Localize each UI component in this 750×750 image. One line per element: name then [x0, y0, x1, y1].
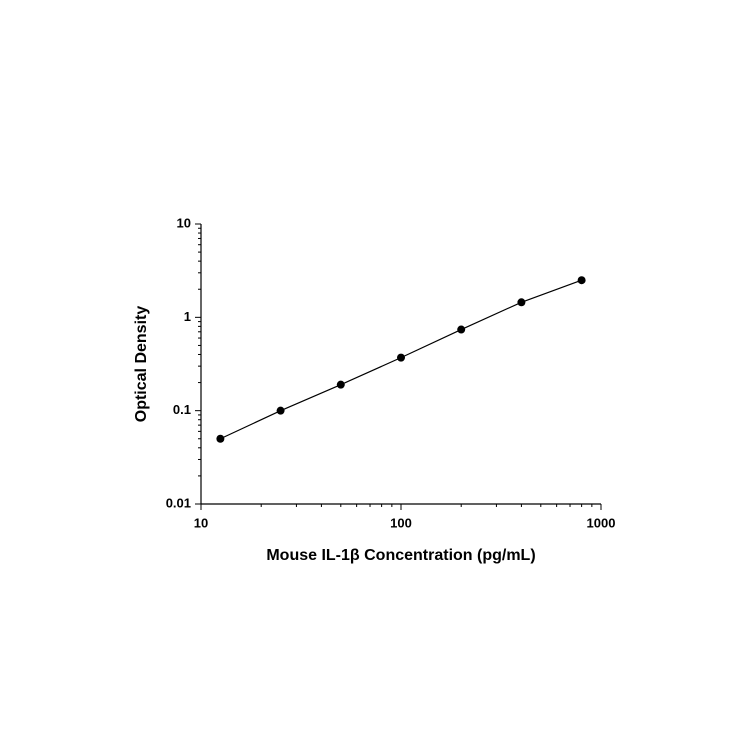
point [397, 353, 405, 362]
point [517, 298, 526, 307]
point [577, 276, 586, 285]
point [216, 434, 225, 443]
y-tick-label: 1 [184, 309, 191, 324]
point [276, 406, 285, 415]
y-tick-label: 10 [177, 215, 191, 230]
x-tick-label: 1000 [587, 515, 616, 530]
y-axis-title: Optical Density [133, 306, 150, 423]
point [336, 380, 345, 389]
y-tick-label: 0.01 [166, 495, 191, 510]
x-tick-label: 10 [194, 515, 208, 530]
y-tick-label: 0.1 [173, 402, 191, 417]
x-axis-title: Mouse IL-1β Concentration (pg/mL) [266, 547, 535, 564]
point [457, 325, 466, 334]
x-tick-label: 100 [390, 515, 412, 530]
